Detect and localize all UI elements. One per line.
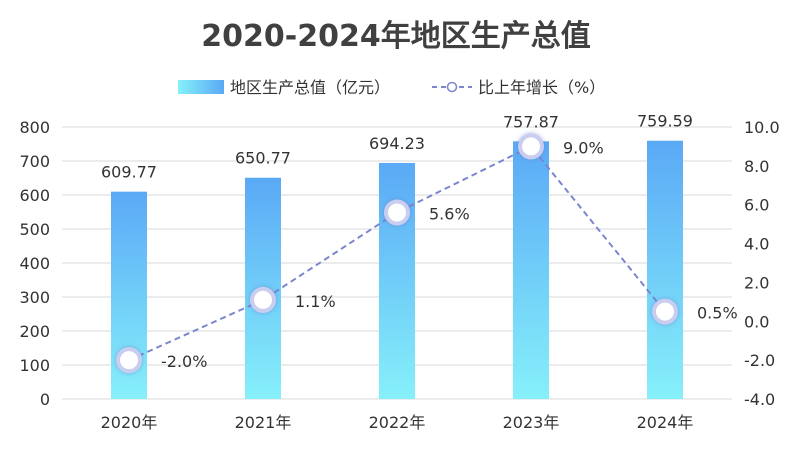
growth-value-label: 9.0% — [563, 138, 604, 157]
y-axis-left: 0 100 200 300 400 500 600 700 800 — [19, 118, 50, 409]
y-right-tick-label: 6.0 — [744, 196, 769, 215]
y-right-tick-label: 2.0 — [744, 273, 769, 292]
bar-labels: 609.77 650.77 694.23 757.87 759.59 — [101, 112, 693, 182]
bar — [647, 140, 683, 400]
y-right-tick-label: 10.0 — [744, 118, 780, 137]
growth-point — [250, 286, 276, 313]
bar — [513, 141, 549, 399]
y-right-tick-label: 4.0 — [744, 235, 769, 254]
y-left-tick-label: 500 — [19, 220, 50, 239]
y-axis-right: -4.0 -2.0 0.0 2.0 4.0 6.0 8.0 10.0 — [744, 118, 780, 409]
growth-point — [518, 133, 544, 160]
bar-value-label: 650.77 — [235, 149, 291, 168]
growth-value-label: 1.1% — [295, 292, 336, 311]
growth-point — [384, 199, 410, 226]
growth-point — [652, 298, 678, 325]
x-tick-label: 2021年 — [235, 413, 292, 432]
bar-value-label: 609.77 — [101, 163, 157, 182]
line-series — [116, 133, 678, 374]
bar-value-label: 694.23 — [369, 134, 425, 153]
growth-value-label: -2.0% — [161, 352, 207, 371]
y-left-tick-label: 0 — [40, 390, 50, 409]
grid — [62, 126, 732, 400]
y-right-tick-label: -2.0 — [744, 351, 775, 370]
y-right-tick-label: 0.0 — [744, 312, 769, 331]
growth-value-label: 5.6% — [429, 204, 470, 223]
legend: 地区生产总值（亿元） 比上年增长（%） — [178, 78, 605, 97]
y-left-tick-label: 100 — [19, 356, 50, 375]
y-left-tick-label: 700 — [19, 152, 50, 171]
chart-title: 2020-2024年地区生产总值 — [201, 19, 590, 54]
line-labels: -2.0% 1.1% 5.6% 9.0% 0.5% — [161, 138, 738, 371]
legend-label-line: 比上年增长（%） — [478, 78, 605, 97]
y-left-tick-label: 400 — [19, 254, 50, 273]
bar-value-label: 757.87 — [503, 112, 559, 131]
legend-swatch-marker — [446, 81, 458, 93]
x-tick-label: 2022年 — [369, 413, 426, 432]
growth-value-label: 0.5% — [697, 304, 738, 323]
bar — [379, 162, 415, 399]
x-tick-label: 2024年 — [637, 413, 694, 432]
y-left-tick-label: 800 — [19, 118, 50, 137]
y-right-tick-label: 8.0 — [744, 157, 769, 176]
y-left-tick-label: 600 — [19, 186, 50, 205]
x-tick-label: 2023年 — [503, 413, 560, 432]
y-left-tick-label: 300 — [19, 288, 50, 307]
bar-value-label: 759.59 — [637, 112, 693, 131]
y-left-tick-label: 200 — [19, 322, 50, 341]
x-tick-label: 2020年 — [101, 413, 158, 432]
y-right-tick-label: -4.0 — [744, 390, 775, 409]
legend-label-bar: 地区生产总值（亿元） — [230, 78, 390, 97]
growth-point — [116, 347, 142, 374]
x-axis: 2020年 2021年 2022年 2023年 2024年 — [101, 413, 694, 432]
legend-swatch-bar — [178, 80, 224, 94]
